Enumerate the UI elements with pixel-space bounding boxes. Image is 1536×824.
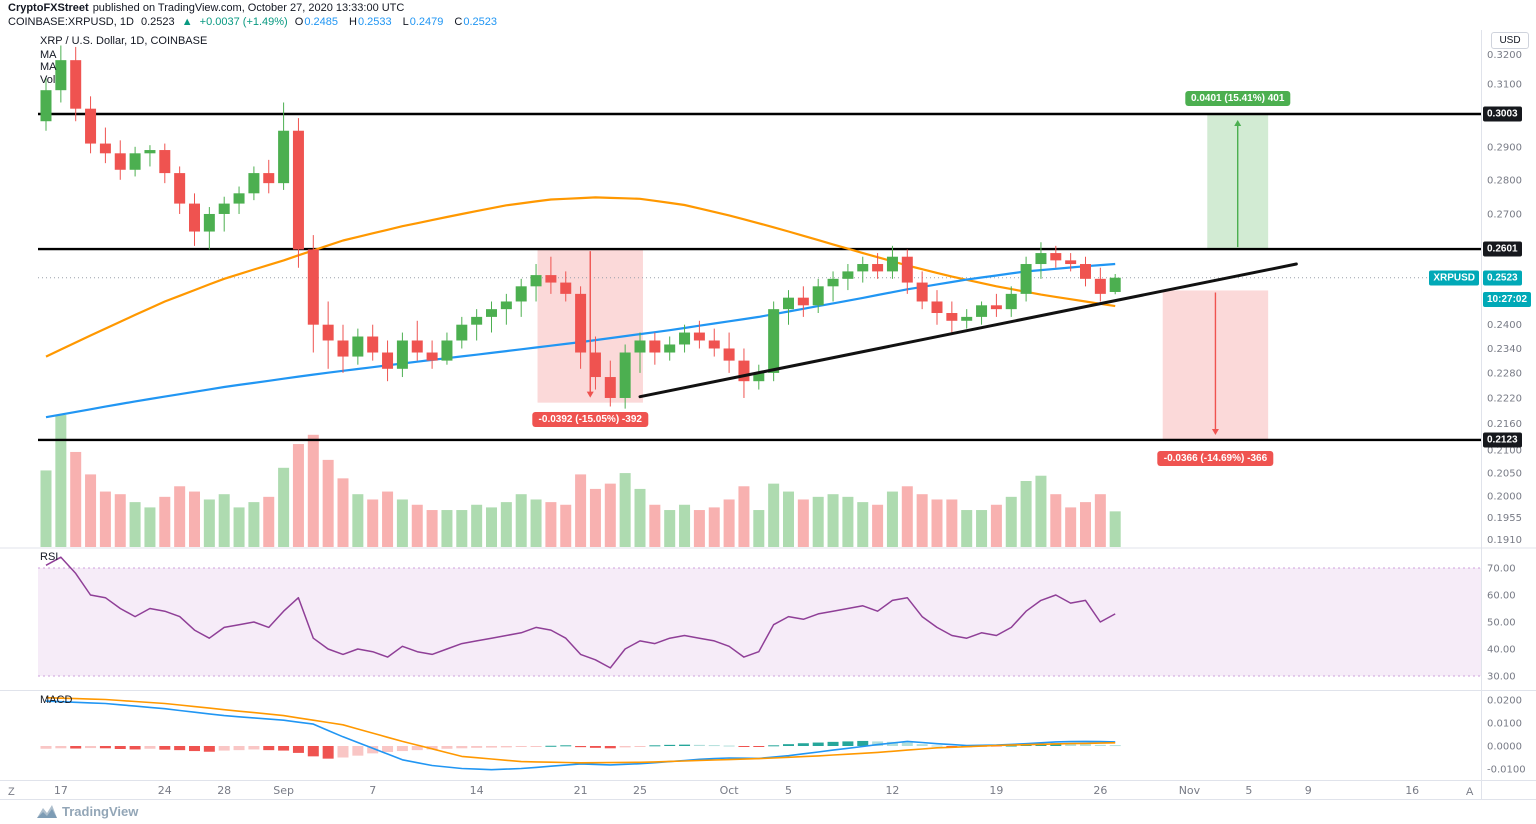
- svg-text:17: 17: [54, 784, 68, 797]
- attribution-footer: TradingView: [0, 800, 1536, 824]
- rsi-pane-label: RSI: [40, 551, 59, 563]
- projection-down-label: -0.0366 (-14.69%) -366: [1157, 450, 1274, 466]
- svg-text:12: 12: [885, 784, 899, 797]
- svg-text:40.00: 40.00: [1487, 645, 1516, 656]
- measurement-arrows: [586, 119, 1242, 435]
- svg-text:0.2100: 0.2100: [1487, 446, 1522, 457]
- svg-text:0.2700: 0.2700: [1487, 209, 1522, 220]
- ohlc-low: L0.2479: [402, 16, 444, 28]
- svg-text:Sep: Sep: [273, 784, 294, 797]
- svg-text:0.2800: 0.2800: [1487, 175, 1522, 186]
- svg-text:5: 5: [785, 784, 792, 797]
- legend-ma-2: MA: [40, 61, 57, 73]
- svg-text:0.2050: 0.2050: [1487, 468, 1522, 479]
- svg-text:Nov: Nov: [1179, 784, 1201, 797]
- svg-text:50.00: 50.00: [1487, 618, 1516, 629]
- legend-volume: Vol: [40, 73, 56, 86]
- svg-text:0.2400: 0.2400: [1487, 320, 1522, 331]
- chart-legend: XRP / U.S. Dollar, 1D, COINBASE MA MA Vo…: [40, 35, 207, 86]
- svg-text:30.00: 30.00: [1487, 672, 1516, 683]
- svg-text:0.2900: 0.2900: [1487, 142, 1522, 153]
- macd-pane: [40, 696, 1121, 771]
- price-axis-currency-button[interactable]: USD: [1491, 32, 1529, 49]
- time-axis[interactable]: 17 24 28 Sep 7 14 21 25 Oct 5 12 19 26 Nov 5 9 16: [54, 784, 1419, 797]
- publisher-name: CryptoFXStreet: [8, 2, 89, 14]
- svg-text:0.2340: 0.2340: [1487, 344, 1522, 355]
- macd-pane-label: MACD: [40, 694, 73, 706]
- horizontal-levels: [38, 112, 1481, 442]
- svg-text:25: 25: [633, 784, 647, 797]
- rsi-line: [45, 556, 1116, 669]
- svg-text:0.2000: 0.2000: [1487, 492, 1522, 503]
- symbol-price-label: XRPUSD: [1429, 270, 1479, 286]
- ohlc-open: O0.2485: [294, 16, 339, 28]
- change-value: +0.0037 (+1.49%): [199, 16, 288, 28]
- ohlc-high: H0.2533: [349, 16, 392, 28]
- svg-text:70.00: 70.00: [1487, 564, 1516, 575]
- pane-separators: [0, 30, 1536, 800]
- svg-text:14: 14: [470, 784, 484, 797]
- timezone-button[interactable]: Z: [8, 786, 15, 798]
- symbol-line: COINBASE:XRPUSD, 1D 0.2523 ▲ +0.0037 (+1…: [8, 16, 508, 28]
- change-arrow-icon: ▲: [181, 16, 193, 28]
- svg-text:-0.0100: -0.0100: [1487, 765, 1526, 776]
- svg-text:0.0000: 0.0000: [1487, 742, 1522, 753]
- svg-text:0.1955: 0.1955: [1487, 513, 1522, 524]
- rsi-band: [38, 567, 1481, 677]
- legend-title: XRP / U.S. Dollar, 1D, COINBASE: [40, 35, 208, 47]
- ohlc-close: C0.2523: [454, 16, 498, 28]
- projection-up-label: 0.0401 (15.41%) 401: [1185, 90, 1291, 106]
- legend-ma-1: MA: [40, 48, 57, 61]
- candles: [40, 45, 1121, 409]
- tradingview-brand-link[interactable]: TradingView: [62, 804, 139, 819]
- svg-text:Oct: Oct: [720, 784, 740, 797]
- bar-countdown-badge: 10:27:02: [1483, 291, 1532, 307]
- header-last-price: 0.2523: [140, 16, 175, 28]
- svg-text:0.2160: 0.2160: [1487, 419, 1522, 430]
- publish-info: published on TradingView.com, October 27…: [92, 2, 405, 14]
- svg-text:60.00: 60.00: [1487, 591, 1516, 602]
- level-price-badge: 0.3003: [1483, 106, 1522, 122]
- svg-text:0.3200: 0.3200: [1487, 50, 1522, 61]
- svg-text:0.3100: 0.3100: [1487, 80, 1522, 91]
- svg-text:7: 7: [369, 784, 376, 797]
- svg-text:24: 24: [158, 784, 172, 797]
- tradingview-logo-icon[interactable]: [36, 804, 58, 824]
- measured-drop-label: -0.0392 (-15.05%) -392: [532, 411, 648, 427]
- price-axis[interactable]: 0.32000.31000.30000.29000.28000.27000.24…: [1487, 50, 1526, 776]
- svg-text:19: 19: [989, 784, 1003, 797]
- svg-text:9: 9: [1305, 784, 1312, 797]
- svg-text:0.2220: 0.2220: [1487, 393, 1522, 404]
- publish-line: CryptoFXStreet published on TradingView.c…: [8, 2, 404, 14]
- svg-text:28: 28: [217, 784, 231, 797]
- svg-text:0.1910: 0.1910: [1487, 535, 1522, 546]
- publish-header: CryptoFXStreet published on TradingView.c…: [0, 0, 1536, 30]
- axis-auto-button[interactable]: A: [1466, 786, 1474, 798]
- level-price-badge: 0.2123: [1483, 432, 1522, 448]
- volume-bars: [40, 415, 1121, 547]
- svg-text:5: 5: [1245, 784, 1252, 797]
- svg-text:0.0100: 0.0100: [1487, 719, 1522, 730]
- symbol-title: COINBASE:XRPUSD, 1D: [8, 16, 134, 28]
- svg-text:0.0200: 0.0200: [1487, 696, 1522, 707]
- level-price-badge: 0.2601: [1483, 241, 1522, 257]
- last-price-badge: 0.2523: [1483, 270, 1522, 286]
- svg-text:26: 26: [1093, 784, 1107, 797]
- svg-text:0.2280: 0.2280: [1487, 368, 1522, 379]
- svg-text:21: 21: [574, 784, 588, 797]
- svg-text:16: 16: [1405, 784, 1419, 797]
- ascending-trendline: [638, 262, 1298, 399]
